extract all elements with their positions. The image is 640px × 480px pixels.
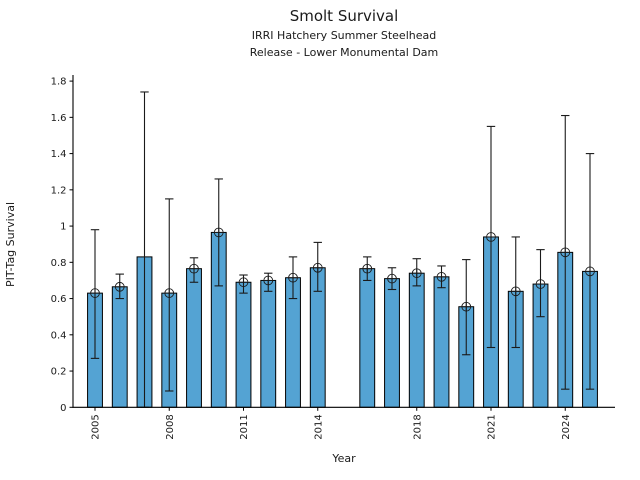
y-tick-label: 0.6 bbox=[51, 294, 67, 305]
x-tick-label: 2011 bbox=[239, 414, 250, 439]
x-tick-label: 2021 bbox=[487, 414, 498, 439]
x-tick-label: 2018 bbox=[412, 414, 423, 439]
chart-subtitle: IRRI Hatchery Summer Steelhead Release -… bbox=[73, 28, 615, 61]
bar-2016 bbox=[359, 268, 376, 408]
y-tick-label: 0.2 bbox=[51, 367, 67, 378]
bar-2017 bbox=[384, 278, 400, 408]
bar-2009 bbox=[186, 268, 202, 408]
bar-2006 bbox=[111, 286, 128, 408]
bar-2019 bbox=[433, 276, 450, 408]
y-tick-label: 1.4 bbox=[51, 149, 67, 160]
y-tick-label: 0 bbox=[60, 403, 66, 414]
y-tick-label: 1 bbox=[60, 222, 66, 233]
y-tick-label: 0.4 bbox=[51, 330, 67, 341]
y-tick-label: 0.8 bbox=[51, 258, 67, 269]
chart-title: Smolt Survival bbox=[289, 7, 399, 25]
x-axis-label: Year bbox=[332, 452, 356, 465]
y-tick-label: 1.2 bbox=[51, 185, 67, 196]
x-tick-label: 2008 bbox=[165, 414, 176, 439]
bar-2011 bbox=[235, 281, 252, 408]
y-tick-label: 1.8 bbox=[51, 77, 67, 88]
x-tick-label: 2014 bbox=[313, 414, 324, 439]
bar-2012 bbox=[260, 279, 277, 408]
y-tick-label: 1.6 bbox=[51, 113, 67, 124]
bar-2018 bbox=[408, 272, 425, 408]
chart-subtitle-line-1: IRRI Hatchery Summer Steelhead bbox=[251, 29, 437, 42]
x-tick-label: 2024 bbox=[561, 414, 572, 439]
x-tick-label: 2005 bbox=[91, 414, 102, 439]
chart-subtitle-line-2: Release - Lower Monumental Dam bbox=[249, 45, 439, 59]
